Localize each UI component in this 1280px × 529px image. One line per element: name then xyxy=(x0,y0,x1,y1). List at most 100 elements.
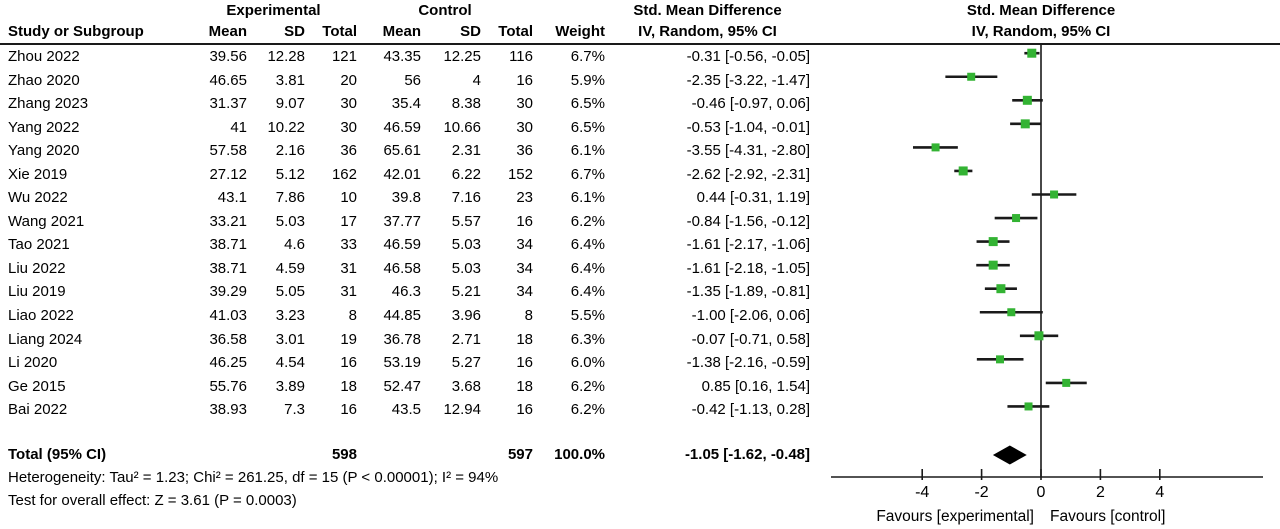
smd-ci-text: -1.35 [-1.89, -0.81] xyxy=(686,283,810,301)
table-row: Liang 2024 36.58 3.01 19 36.78 2.71 18 6.3% -0.0… xyxy=(0,328,812,352)
experimental-mean: 46.25 xyxy=(209,354,247,372)
weight-value: 6.5% xyxy=(570,95,605,113)
table-row: Zhou 2022 39.56 12.28 121 43.35 12.25 116 6.7% -… xyxy=(0,45,812,69)
control-sd: 5.03 xyxy=(451,259,481,277)
weight-value: 6.2% xyxy=(570,377,605,395)
study-label: Zhang 2023 xyxy=(8,95,89,113)
control-mean: 43.35 xyxy=(383,48,421,65)
control-total: 152 xyxy=(507,165,533,183)
experimental-sd: 3.81 xyxy=(275,71,305,89)
weight-value: 6.7% xyxy=(570,48,605,65)
weight-value: 5.9% xyxy=(570,71,605,89)
experimental-mean: 38.71 xyxy=(209,259,247,277)
control-mean-header: Mean xyxy=(382,23,421,40)
smd-ci-text: -1.00 [-2.06, 0.06] xyxy=(691,307,810,325)
control-total: 116 xyxy=(509,48,533,65)
control-mean: 43.5 xyxy=(391,401,421,419)
study-label: Zhou 2022 xyxy=(8,48,80,65)
smd-ci-text: -1.61 [-2.17, -1.06] xyxy=(686,236,810,254)
study-label: Yang 2022 xyxy=(8,118,80,136)
experimental-sd: 3.89 xyxy=(275,377,305,395)
experimental-total: 16 xyxy=(340,354,357,372)
experimental-mean: 31.37 xyxy=(209,95,247,113)
smd-ci-text: -0.53 [-1.04, -0.01] xyxy=(686,118,810,136)
control-sd-header: SD xyxy=(460,23,481,40)
smd-ci-text: 0.44 [-0.31, 1.19] xyxy=(696,189,810,207)
control-mean: 56 xyxy=(404,71,421,89)
table-row: Xie 2019 27.12 5.12 162 42.01 6.22 152 6.7% -2.6… xyxy=(0,163,812,187)
effect-marker xyxy=(1050,190,1059,199)
effect-marker xyxy=(988,260,998,270)
control-total: 30 xyxy=(516,95,533,113)
total-row: Total (95% CI) 598 597 100.0% -1.05 [-1.… xyxy=(0,443,820,467)
axis-tick-label: 4 xyxy=(1155,484,1164,501)
experimental-mean: 41.03 xyxy=(209,307,247,325)
study-label: Liao 2022 xyxy=(8,307,74,325)
control-sd: 12.94 xyxy=(443,401,481,419)
weight-value: 6.4% xyxy=(570,236,605,254)
effect-marker xyxy=(988,237,998,247)
experimental-mean: 39.29 xyxy=(209,283,247,301)
control-mean: 46.58 xyxy=(383,259,421,277)
weight-value: 5.5% xyxy=(570,307,605,325)
experimental-sd: 4.54 xyxy=(275,354,305,372)
control-total: 36 xyxy=(516,142,533,160)
control-mean: 36.78 xyxy=(383,330,421,348)
control-total: 34 xyxy=(516,236,533,254)
control-mean: 37.77 xyxy=(383,212,421,230)
weight-column-header: Weight xyxy=(555,23,605,40)
effect-marker xyxy=(1027,48,1037,58)
table-row: Yang 2022 41 10.22 30 46.59 10.66 30 6.5% -0.53 … xyxy=(0,116,812,140)
overall-effect-note: Test for overall effect: Z = 3.61 (P = 0… xyxy=(8,492,297,509)
study-label: Zhao 2020 xyxy=(8,71,80,89)
study-rows: Zhou 2022 39.56 12.28 121 43.35 12.25 116 6.7% -… xyxy=(0,45,812,422)
experimental-total: 31 xyxy=(340,283,357,301)
control-mean: 42.01 xyxy=(383,165,421,183)
weight-value: 6.7% xyxy=(570,165,605,183)
study-label: Ge 2015 xyxy=(8,377,66,395)
control-sd: 2.71 xyxy=(451,330,481,348)
table-row: Zhao 2020 46.65 3.81 20 56 4 16 5.9% -2.35 [-3.2… xyxy=(0,69,812,93)
experimental-sd: 12.28 xyxy=(267,48,305,65)
experimental-total: 8 xyxy=(348,307,357,325)
experimental-sd: 4.6 xyxy=(284,236,305,254)
experimental-group-header: Experimental xyxy=(226,2,321,19)
control-total: 16 xyxy=(516,401,533,419)
control-sd: 5.21 xyxy=(451,283,481,301)
experimental-mean: 27.12 xyxy=(209,165,247,183)
control-total: 34 xyxy=(516,283,533,301)
experimental-sd: 5.12 xyxy=(275,165,305,183)
effect-marker xyxy=(1034,331,1044,341)
experimental-sd: 3.23 xyxy=(275,307,305,325)
smd-ci-text: -0.46 [-0.97, 0.06] xyxy=(691,95,810,113)
plot-smd-title: Std. Mean Difference xyxy=(966,2,1116,19)
smd-ci-text: 0.85 [0.16, 1.54] xyxy=(701,377,810,395)
experimental-sd: 5.05 xyxy=(275,283,305,301)
effect-marker xyxy=(931,143,940,152)
effect-marker xyxy=(1020,119,1030,129)
total-diamond xyxy=(992,445,1027,465)
control-mean: 44.85 xyxy=(383,307,421,325)
table-row: Liu 2019 39.29 5.05 31 46.3 5.21 34 6.4% -1.35 [… xyxy=(0,280,812,304)
smd-method-header: IV, Random, 95% CI xyxy=(638,23,777,40)
table-row: Zhang 2023 31.37 9.07 30 35.4 8.38 30 6.5% -0.46… xyxy=(0,92,812,116)
experimental-mean: 57.58 xyxy=(209,142,247,160)
control-total: 18 xyxy=(516,377,533,395)
study-label: Bai 2022 xyxy=(8,401,68,419)
experimental-total: 19 xyxy=(340,330,357,348)
table-header-group-row: Experimental Control Std. Mean Differenc… xyxy=(0,1,820,20)
total-weight: 100.0% xyxy=(554,446,605,463)
favours-control-label: Favours [control] xyxy=(1050,508,1165,525)
control-total: 23 xyxy=(516,189,533,207)
experimental-mean-header: Mean xyxy=(208,23,247,40)
smd-ci-text: -0.42 [-1.13, 0.28] xyxy=(691,401,810,419)
experimental-total: 30 xyxy=(340,95,357,113)
table-row: Ge 2015 55.76 3.89 18 52.47 3.68 18 6.2% 0.85 [0… xyxy=(0,375,812,399)
effect-marker xyxy=(996,355,1005,364)
total-experimental-n: 598 xyxy=(331,446,357,463)
table-row: Wu 2022 43.1 7.86 10 39.8 7.16 23 6.1% 0.44 [-0.… xyxy=(0,186,812,210)
control-sd: 5.27 xyxy=(451,354,481,372)
control-sd: 4 xyxy=(472,71,481,89)
